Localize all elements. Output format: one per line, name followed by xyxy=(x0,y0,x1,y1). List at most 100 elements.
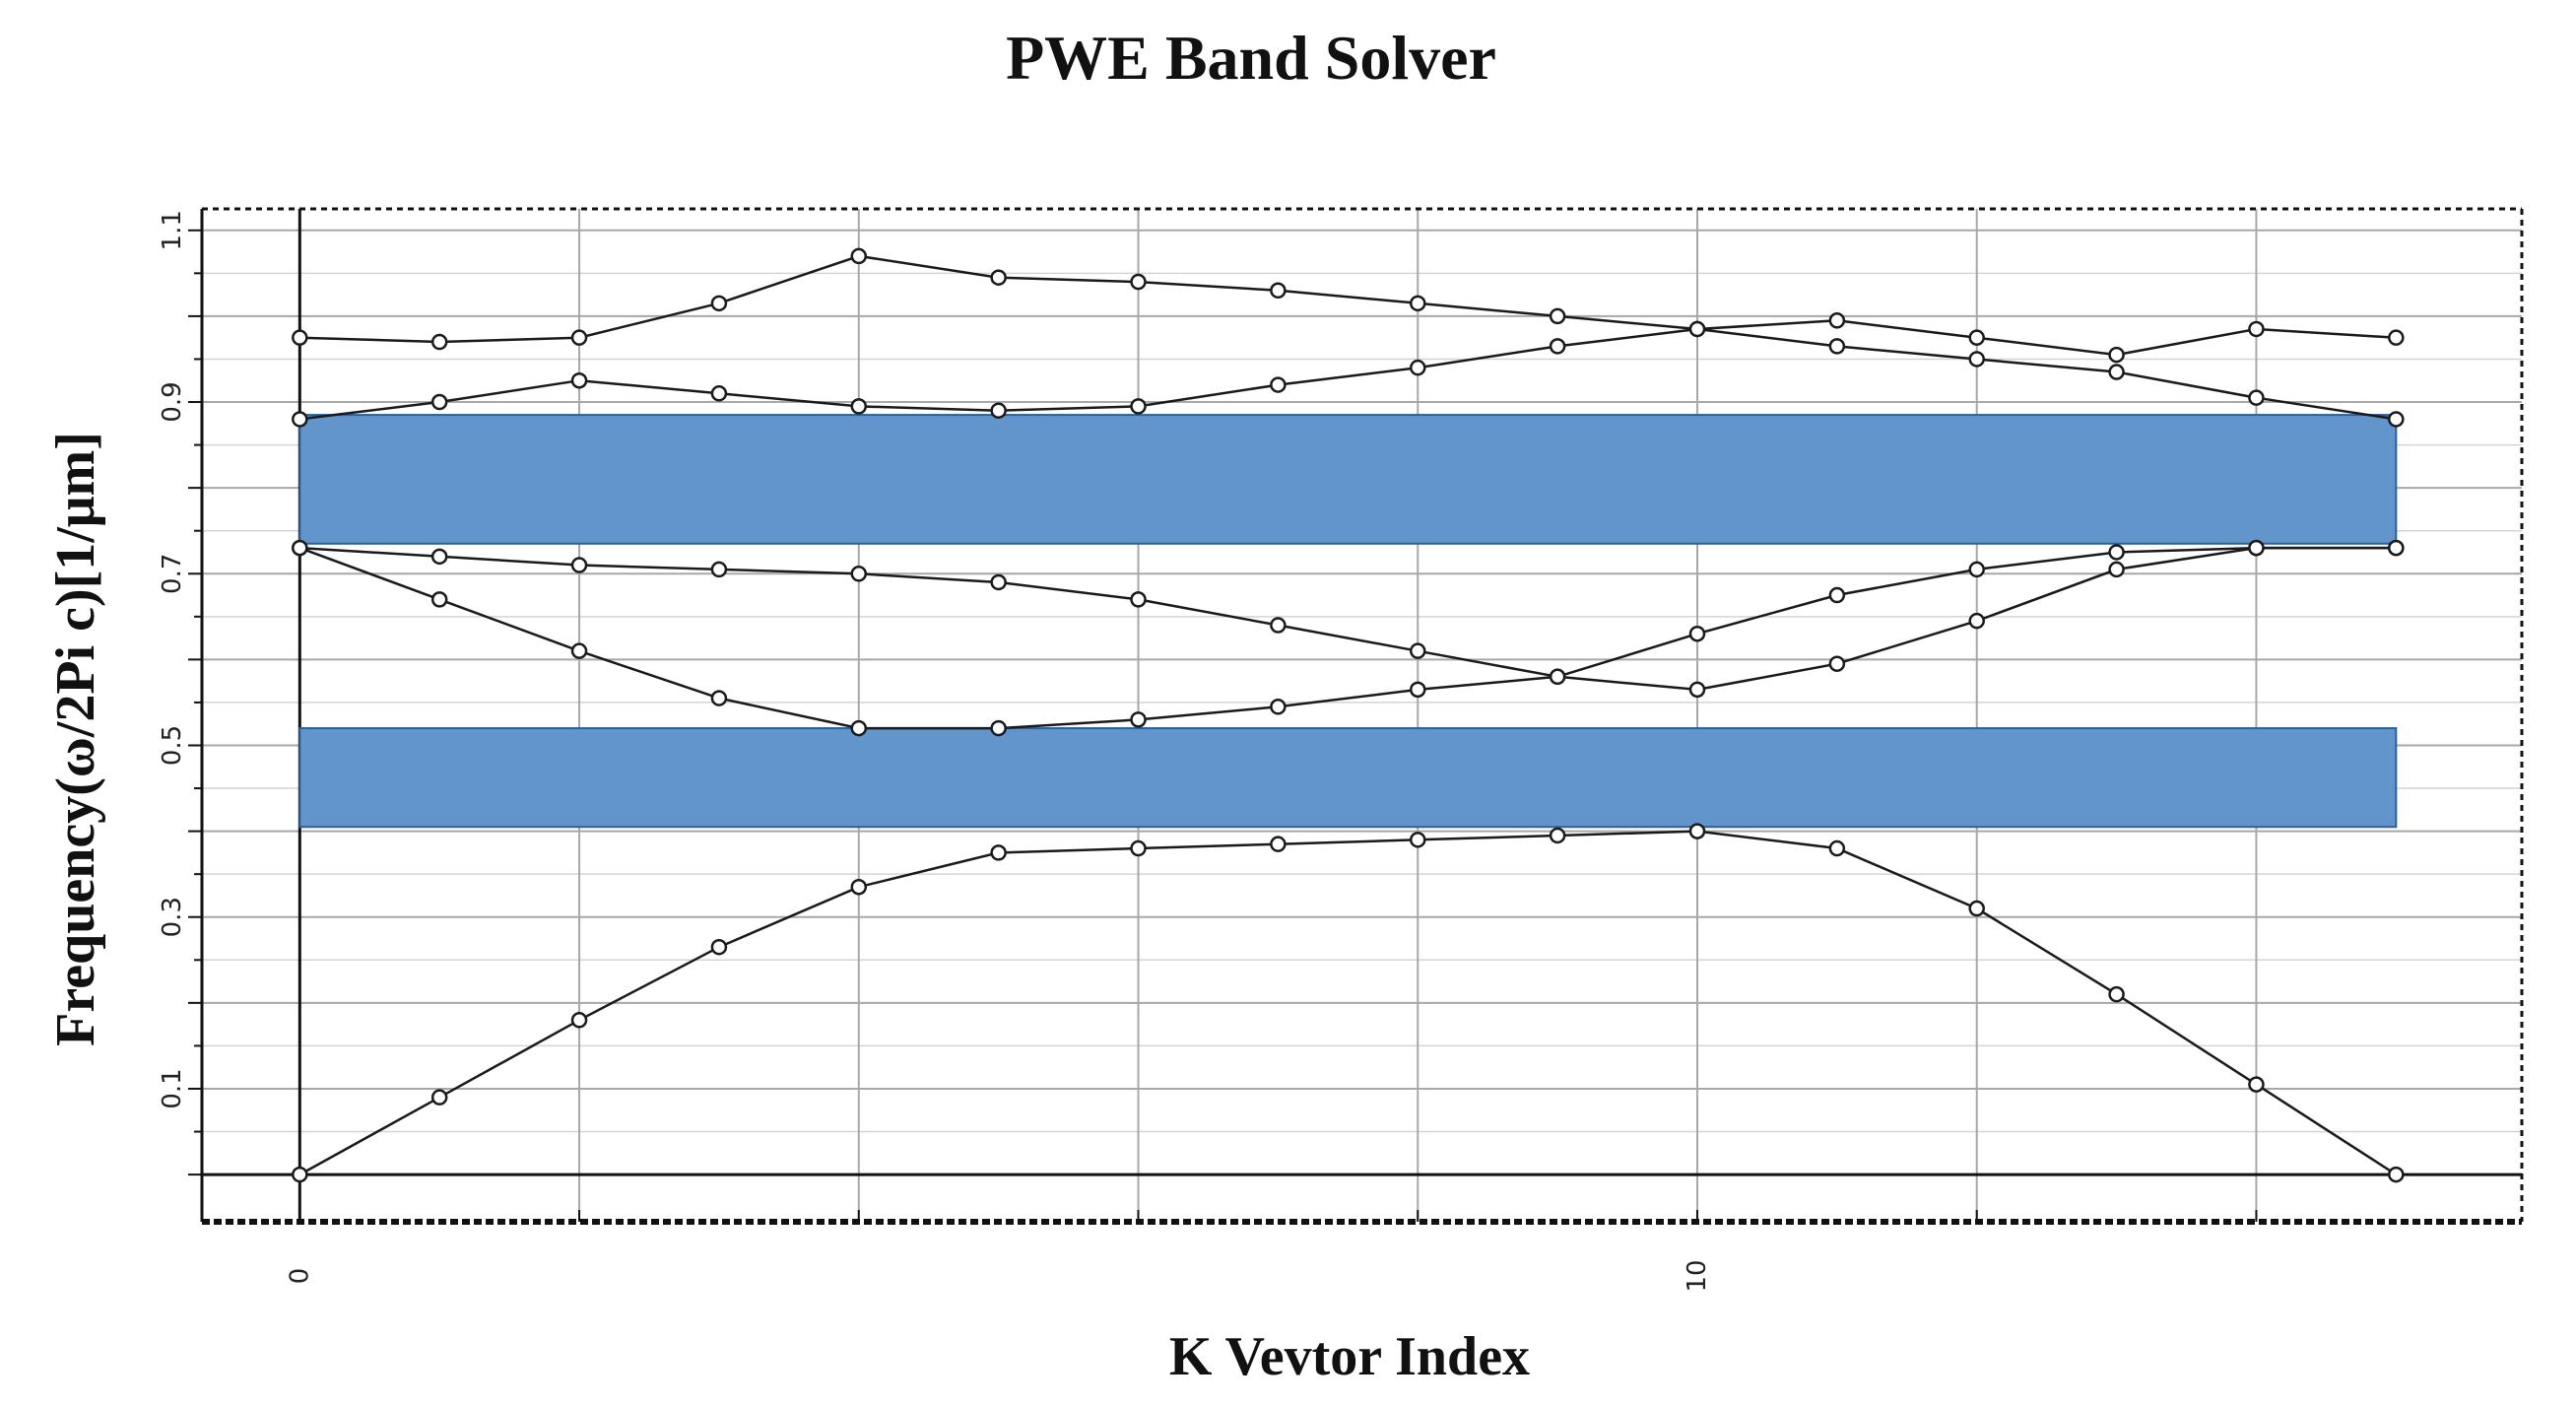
band-3-point xyxy=(1549,668,1566,686)
band-5-point xyxy=(850,247,868,265)
band-3-point xyxy=(990,573,1007,591)
band-2-point xyxy=(570,642,588,659)
band-lines xyxy=(298,254,2397,1176)
band-4-point xyxy=(990,402,1007,419)
band-1-point xyxy=(2248,1076,2265,1093)
band-3-point xyxy=(2388,539,2405,557)
band-4-point xyxy=(2388,411,2405,428)
band-3-point xyxy=(1130,591,1147,608)
y-tick-label: 0.3 xyxy=(158,897,187,937)
band-4-point xyxy=(1270,376,1287,393)
band-3-point xyxy=(2108,561,2125,578)
band-2-point xyxy=(710,690,728,706)
band-2-point xyxy=(1130,711,1147,728)
band-3-point xyxy=(1828,655,1846,672)
x-tick-label: 10 xyxy=(1683,1259,1712,1292)
band-5-point xyxy=(1549,307,1566,325)
band-1-point xyxy=(1409,832,1426,848)
band-1-point xyxy=(570,1012,588,1029)
band-3-point xyxy=(850,566,868,582)
band-4-point xyxy=(1549,338,1566,355)
band-5-point xyxy=(990,269,1007,286)
band-1-point xyxy=(430,1089,448,1106)
band-line-3 xyxy=(299,546,2397,692)
band-4-point xyxy=(1968,351,1985,368)
band-3-point xyxy=(292,539,308,557)
band-5-point xyxy=(710,295,728,312)
band-1-point xyxy=(1130,839,1147,857)
band-5-point xyxy=(1828,312,1846,329)
band-1-point xyxy=(710,938,728,956)
band-4-point xyxy=(570,371,588,389)
band-5-point xyxy=(292,329,308,346)
band-4-point xyxy=(430,393,448,411)
grid xyxy=(202,209,2522,1222)
band-2-point xyxy=(1688,625,1706,642)
band-5-point xyxy=(2388,329,2405,346)
band-3-point xyxy=(710,561,728,578)
y-tick-label: 0.5 xyxy=(158,725,187,766)
band-5-point xyxy=(1688,320,1706,338)
band-1-point xyxy=(2108,985,2125,1003)
band-5-point xyxy=(1270,282,1287,300)
band-2-point xyxy=(850,719,868,737)
y-tick-label: 0.7 xyxy=(158,554,187,594)
band-3-point xyxy=(570,557,588,573)
band-1-point xyxy=(2388,1166,2405,1183)
tick-labels: 0.1 0.3 0.5 0.7 0.9 1.1 0 10 xyxy=(158,210,1712,1292)
band-1-point xyxy=(1549,827,1566,844)
band-line-1 xyxy=(298,830,2397,1176)
band-line-2 xyxy=(298,546,2397,730)
band-4-point xyxy=(850,398,868,415)
band-1-point xyxy=(1968,900,1985,917)
band-2-point xyxy=(1828,586,1846,604)
band-5-point xyxy=(1968,329,1985,346)
band-2-point xyxy=(2108,544,2125,561)
band-4-point xyxy=(292,411,308,428)
band-1-point xyxy=(292,1166,308,1183)
band-1-point xyxy=(990,844,1007,861)
band-4-point xyxy=(2248,389,2265,406)
band-3-point xyxy=(1409,642,1426,659)
band-4-point xyxy=(1409,359,1426,376)
y-axis-label: Frequency(ω/2Pi c)[1/μm] xyxy=(45,432,106,1046)
band-5-point xyxy=(430,333,448,351)
band-5-point xyxy=(570,329,588,346)
band-3-point xyxy=(1270,617,1287,634)
band-1-point xyxy=(1270,836,1287,852)
chart-title: PWE Band Solver xyxy=(1006,23,1496,93)
band-3-point xyxy=(1968,612,1985,630)
band-1-point xyxy=(850,878,868,896)
band-3-point xyxy=(2248,539,2265,557)
x-axis-label: K Vevtor Index xyxy=(1169,1326,1530,1387)
band-4-point xyxy=(2108,364,2125,380)
band-3-point xyxy=(430,548,448,566)
band-4-point xyxy=(1828,338,1846,355)
band-points xyxy=(292,247,2405,1183)
band-1-point xyxy=(1688,823,1706,839)
y-tick-label: 0.9 xyxy=(158,381,187,422)
y-tick-label: 0.1 xyxy=(158,1068,187,1108)
band-2-point xyxy=(430,591,448,608)
band-2-point xyxy=(990,719,1007,737)
band-2-point xyxy=(1968,561,1985,578)
band-2-point xyxy=(1409,681,1426,699)
band-line-5 xyxy=(299,254,2397,357)
band-4-point xyxy=(710,385,728,402)
band-5-point xyxy=(1130,273,1147,291)
band-4-point xyxy=(1130,398,1147,415)
band-line-4 xyxy=(299,327,2397,421)
band-5-point xyxy=(2108,346,2125,364)
x-tick-label: 0 xyxy=(285,1268,314,1285)
band-5-point xyxy=(2248,320,2265,338)
band-5-point xyxy=(1409,295,1426,312)
band-gap-2 xyxy=(298,414,2398,545)
band-1-point xyxy=(1828,839,1846,857)
plot-frame xyxy=(188,207,2524,1225)
band-gap-1 xyxy=(298,727,2398,829)
band-2-point xyxy=(1270,699,1287,715)
band-3-point xyxy=(1688,681,1706,699)
band-gaps xyxy=(298,414,2398,829)
y-tick-label: 1.1 xyxy=(158,210,187,250)
